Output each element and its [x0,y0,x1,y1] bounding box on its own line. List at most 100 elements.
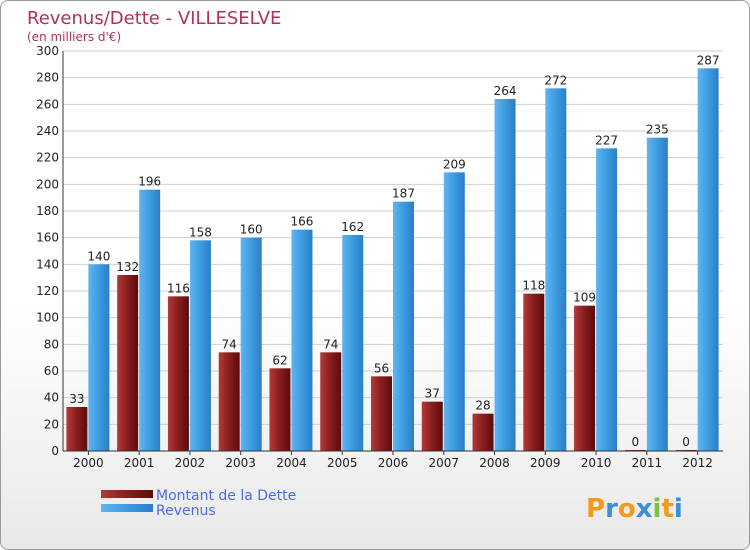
data-label: 140 [87,249,110,263]
logo-letter: r [605,494,618,524]
x-tick-label: 2002 [175,456,206,470]
bar-debt [523,293,545,451]
bar-debt [117,275,139,451]
x-tick-label: 2003 [225,456,256,470]
y-tick-label: 80 [44,337,59,351]
y-tick-label: 180 [36,204,59,218]
bar-revenus [189,240,211,451]
bar-debt [371,376,392,451]
logo-letter: t [661,494,673,524]
y-tick-label: 240 [36,124,59,138]
data-label: 166 [291,215,314,229]
x-tick-label: 2006 [378,456,409,470]
y-tick-label: 140 [36,257,59,271]
y-tick-label: 20 [44,417,59,431]
chart-subtitle: (en milliers d'€) [27,30,121,44]
y-tick-label: 60 [44,364,59,378]
bar-debt [218,352,240,451]
data-label: 56 [374,361,389,375]
bar-debt [421,401,443,451]
logo-letter: P [586,494,605,524]
data-label: 235 [646,123,669,137]
bar-debt [167,296,189,451]
bar-debt [320,352,342,451]
y-tick-label: 220 [36,151,59,165]
legend-label-revenus: Revenus [156,503,216,519]
data-label: 118 [522,279,545,293]
logo-letter: x [636,494,653,524]
x-axis-ticks: 2000 2001 2002 2003 2004 2005 2006 2007 2008 2009… [73,451,713,470]
logo-letter: i [653,494,662,524]
y-tick-label: 300 [36,44,59,58]
data-label: 187 [392,187,415,201]
x-tick-label: 2009 [530,456,561,470]
data-label: 287 [697,53,720,67]
bar-revenus [139,189,161,451]
data-label: 109 [573,291,596,305]
bar-revenus [494,99,516,451]
bar-revenus [545,88,567,451]
data-label: 272 [544,73,567,87]
data-label: 264 [494,84,517,98]
data-label: 0 [632,435,640,449]
legend: Montant de la Dette Revenus [101,488,296,519]
chart-title: Revenus/Dette - VILLESELVE [27,8,281,29]
data-label: 62 [272,353,287,367]
x-tick-label: 2007 [428,456,459,470]
x-tick-label: 2000 [73,456,104,470]
bar-debt [66,407,88,451]
data-label: 158 [189,225,212,239]
bar-debt [574,305,596,451]
x-tick-label: 2001 [124,456,155,470]
legend-swatch-debt [101,490,153,498]
y-tick-label: 260 [36,97,59,111]
x-tick-label: 2011 [632,456,663,470]
bar-revenus [393,201,414,451]
logo-letter: i [674,494,683,524]
bar-revenus [88,264,110,451]
proxiti-logo: Proxiti [586,494,683,524]
y-tick-label: 40 [44,391,59,405]
bar-debt [472,413,494,451]
bar-revenus [240,237,262,451]
bar-revenus [697,68,719,451]
bars [66,68,719,452]
legend-swatch-revenus [101,504,153,512]
data-label: 74 [323,337,338,351]
data-label: 209 [443,157,466,171]
bar-revenus [646,137,668,451]
data-label: 74 [222,337,237,351]
legend-label-debt: Montant de la Dette [156,488,296,504]
bar-revenus [342,235,364,451]
y-tick-label: 0 [51,444,59,458]
x-tick-label: 2012 [682,456,713,470]
data-label: 227 [595,133,618,147]
data-label: 162 [341,220,364,234]
x-tick-label: 2004 [276,456,307,470]
y-tick-label: 120 [36,284,59,298]
data-label: 0 [682,435,690,449]
x-tick-label: 2010 [581,456,612,470]
x-tick-label: 2005 [327,456,358,470]
y-tick-label: 280 [36,71,59,85]
data-label: 196 [138,175,161,189]
bar-revenus [596,148,618,452]
data-label: 160 [240,223,263,237]
y-tick-label: 200 [36,177,59,191]
bar-revenus [443,172,465,452]
data-label: 28 [475,399,490,413]
y-tick-label: 160 [36,231,59,245]
data-label: 116 [167,281,190,295]
data-label: 33 [69,392,84,406]
bar-revenus [291,229,313,451]
bar-debt [269,368,291,451]
x-tick-label: 2008 [479,456,510,470]
data-label: 132 [116,260,139,274]
y-axis-ticks: 0 20 40 60 80 100 120 140 160 180 200 220 240 260 280 3… [36,44,59,458]
logo-letter: o [618,494,636,524]
data-labels: 33 140 132 196 116 158 74 160 62 166 74 162 56 187 37 2… [69,53,719,449]
y-tick-label: 100 [36,311,59,325]
data-label: 37 [425,387,440,401]
